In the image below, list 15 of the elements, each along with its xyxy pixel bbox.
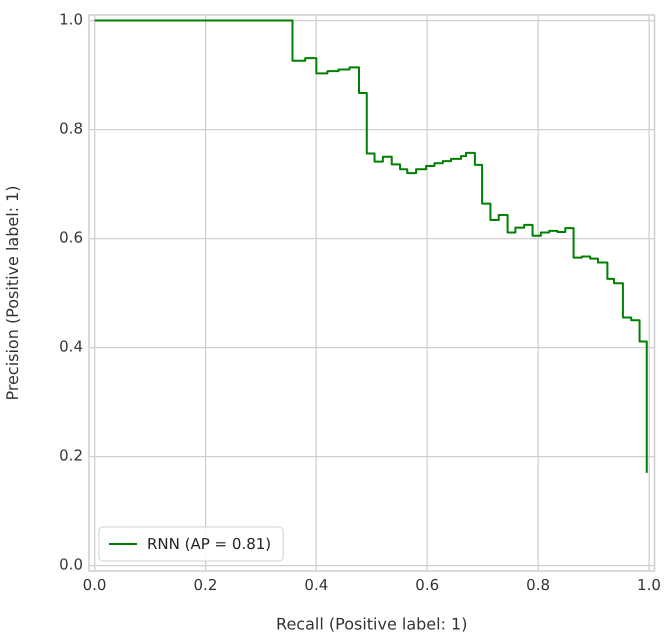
y-tick-label: 1.0 [59,10,83,28]
x-tick-label: 0.8 [526,576,550,594]
y-tick-label: 0.8 [59,119,83,138]
x-axis-title: Recall (Positive label: 1) [276,614,468,634]
x-tick-label: 1.0 [637,576,661,594]
x-tick-label: 0.6 [415,576,440,594]
x-tick-label: 0.0 [82,576,106,594]
y-tick-label: 0.0 [59,555,83,574]
y-tick-label: 0.4 [59,337,83,356]
x-tick-label: 0.4 [304,576,328,594]
y-tick-label: 0.6 [59,228,83,246]
y-axis-title: Precision (Positive label: 1) [2,185,22,401]
legend-label: RNN (AP = 0.81) [147,534,272,553]
y-tick-label: 0.2 [59,446,83,464]
x-tick-label: 0.2 [194,576,218,594]
